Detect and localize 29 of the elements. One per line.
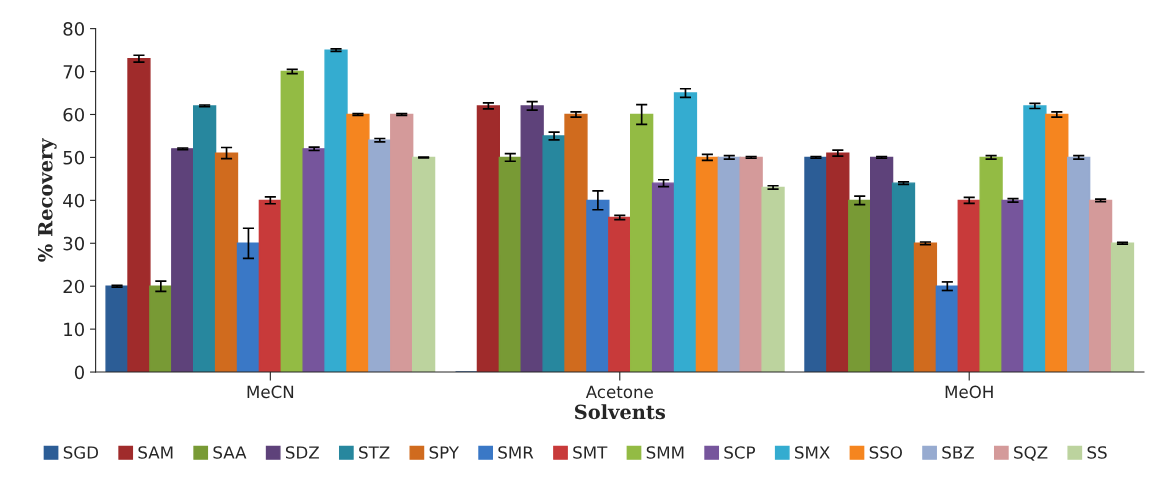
y-tick-label: 50 — [63, 150, 84, 165]
legend-label: SDZ — [285, 446, 319, 459]
y-tick-label: 60 — [63, 107, 84, 122]
legend-label: SS — [1087, 446, 1107, 459]
legend-label: SAA — [213, 446, 247, 459]
legend-label: SQZ — [1014, 446, 1048, 461]
x-tick-label: MeCN — [247, 385, 294, 399]
y-tick-label: 0 — [74, 365, 84, 380]
x-tick-label: Acetone — [585, 385, 653, 399]
y-tick-label: 10 — [64, 322, 84, 337]
legend-label: SMX — [795, 446, 830, 459]
y-tick-label: 80 — [63, 22, 84, 36]
legend-label: SBZ — [942, 446, 974, 459]
legend-label: SAM — [138, 446, 173, 459]
legend-label: SMR — [498, 446, 534, 459]
legend-label: SMM — [646, 446, 684, 459]
y-tick-label: 30 — [63, 236, 84, 251]
legend-label: STZ — [359, 446, 390, 459]
x-tick-label: MeOH — [945, 385, 993, 399]
y-tick-label: 70 — [63, 65, 84, 79]
y-axis-title: % Recovery — [37, 137, 57, 262]
x-axis-title: Solvents — [574, 404, 666, 420]
legend-label: SPY — [429, 446, 459, 459]
legend-label: SMT — [573, 446, 608, 459]
legend-label: SGD — [63, 446, 99, 459]
legend-label: SCP — [724, 446, 756, 459]
y-tick-label: 40 — [63, 193, 84, 208]
y-tick-label: 20 — [63, 279, 84, 294]
legend-label: SSO — [869, 446, 902, 459]
